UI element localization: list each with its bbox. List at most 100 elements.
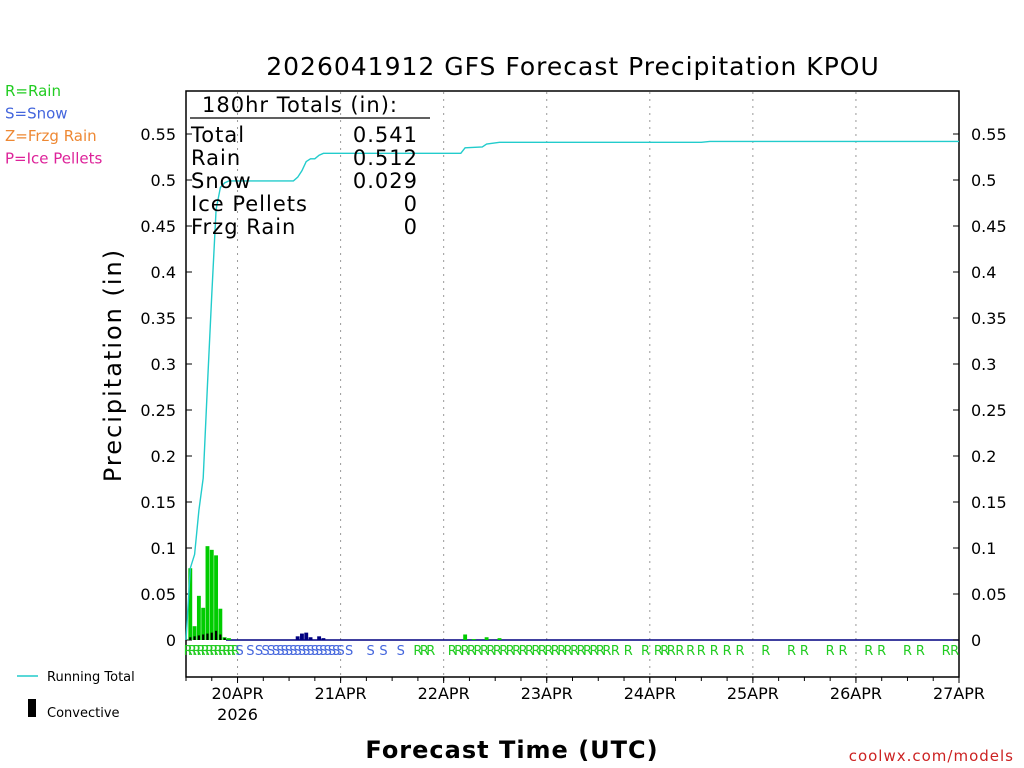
y-tick-label-right: 0 xyxy=(971,631,981,650)
x-tick-label: 26APR xyxy=(830,684,882,703)
y-tick-label-right: 0.3 xyxy=(971,355,996,374)
y-tick-label-right: 0.35 xyxy=(971,309,1007,328)
y-tick-label-left: 0.15 xyxy=(140,493,176,512)
totals-box: 180hr Totals (in): Total 0.541 Rain 0.512 Sn… xyxy=(190,93,430,239)
precip-type-marker: R xyxy=(787,644,796,659)
precip-type-legend: R=Rain S=Snow Z=Frzg Rain P=Ice Pellets xyxy=(5,82,102,168)
x-tick-label: 21APR xyxy=(315,684,367,703)
precip-type-marker: R xyxy=(903,644,912,659)
snow-bar xyxy=(300,633,304,640)
snow-bar xyxy=(304,632,309,640)
convective-bar xyxy=(197,635,200,640)
y-tick-label-left: 0.25 xyxy=(140,401,176,420)
precip-type-marker: R xyxy=(667,644,676,659)
grid-lines xyxy=(226,92,959,676)
precip-type-marker: R xyxy=(525,644,534,659)
precip-type-marker: R xyxy=(420,644,429,659)
rain-bar xyxy=(497,638,502,640)
precip-type-marker: R xyxy=(686,644,695,659)
rain-bar xyxy=(471,639,476,640)
precip-type-marker: R xyxy=(512,644,521,659)
convective-legend-swatch xyxy=(28,699,36,717)
precip-type-marker: S xyxy=(336,644,344,659)
precip-type-marker: R xyxy=(486,644,495,659)
precip-type-marker: R xyxy=(697,644,706,659)
totals-row-label: Snow xyxy=(191,169,252,193)
y-tick-label-right: 0.55 xyxy=(971,125,1007,144)
precip-type-marker: S xyxy=(285,644,293,659)
precip-type-marker: R xyxy=(570,644,579,659)
precip-type-marker: R xyxy=(461,644,470,659)
y-tick-label-right: 0.1 xyxy=(971,539,996,558)
precip-type-marker: S xyxy=(306,644,314,659)
type-legend-item: R=Rain xyxy=(5,82,61,100)
precip-type-marker: S xyxy=(294,644,302,659)
x-axis-label: Forecast Time (UTC) xyxy=(365,736,658,764)
precip-type-marker: S xyxy=(281,644,289,659)
precip-type-marker: S xyxy=(319,644,327,659)
x-axis-ticks: 20APR 2026 21APR 22APR 23APR 24APR 25APR 26APR 2… xyxy=(185,677,985,724)
precip-type-marker: S xyxy=(311,644,319,659)
precip-type-marker: R xyxy=(660,644,669,659)
y-tick-label-left: 0.05 xyxy=(140,585,176,604)
precip-type-marker: S xyxy=(315,644,323,659)
precip-type-marker: R xyxy=(426,644,435,659)
precip-type-marker: S xyxy=(246,644,254,659)
convective-bar xyxy=(202,634,205,640)
precip-type-marker: S xyxy=(298,644,306,659)
x-tick-label: 25APR xyxy=(727,684,779,703)
totals-row-label: Rain xyxy=(191,146,241,170)
running-total-line xyxy=(185,140,959,641)
precip-type-marker: R xyxy=(480,644,489,659)
y-tick-label-left: 0.2 xyxy=(151,447,176,466)
precip-type-marker: R xyxy=(557,644,566,659)
snow-bar xyxy=(321,638,326,640)
precip-type-marker: R xyxy=(506,644,515,659)
precip-type-marker: R xyxy=(214,644,223,659)
line-legend-label: Running Total xyxy=(47,670,135,685)
precip-type-marker: R xyxy=(839,644,848,659)
precip-type-marker: R xyxy=(201,644,210,659)
convective-bar xyxy=(206,633,209,640)
line-legend-label: Convective xyxy=(47,706,120,721)
precip-type-marker: S xyxy=(267,644,275,659)
rain-bar xyxy=(192,626,197,640)
precip-type-marker: R xyxy=(611,644,620,659)
y-tick-label-left: 0.35 xyxy=(140,309,176,328)
precip-type-marker: R xyxy=(192,644,201,659)
precip-type-marker: S xyxy=(289,644,297,659)
rain-bar xyxy=(209,549,214,640)
precip-type-marker: R xyxy=(864,644,873,659)
precip-type-marker: R xyxy=(710,644,719,659)
precip-type-marker: R xyxy=(800,644,809,659)
precip-type-marker: R xyxy=(209,644,218,659)
rain-bar xyxy=(196,595,201,640)
precip-type-marker: S xyxy=(332,644,340,659)
precip-type-marker: S xyxy=(272,644,280,659)
convective-bar xyxy=(214,630,218,640)
precip-type-marker: R xyxy=(538,644,547,659)
credit-text: coolwx.com/models xyxy=(849,747,1014,765)
precip-type-marker: R xyxy=(577,644,586,659)
precip-type-marker: R xyxy=(493,644,502,659)
precip-type-marker: R xyxy=(826,644,835,659)
totals-header: 180hr Totals (in): xyxy=(202,93,398,117)
x-tick-label: 24APR xyxy=(624,684,676,703)
x-tick-label: 22APR xyxy=(418,684,470,703)
rain-bar xyxy=(201,607,206,640)
precip-type-marker: R xyxy=(184,644,193,659)
precip-type-marker: R xyxy=(916,644,925,659)
precip-type-marker: R xyxy=(544,644,553,659)
convective-bar xyxy=(189,637,192,640)
y-tick-label-left: 0.4 xyxy=(151,263,176,282)
precip-type-marker: R xyxy=(942,644,951,659)
y-tick-label-right: 0.45 xyxy=(971,217,1007,236)
totals-row-value: 0.541 xyxy=(353,123,418,147)
snow-bar xyxy=(308,637,313,640)
convective-bar xyxy=(193,636,196,640)
rain-bar xyxy=(205,546,210,640)
y-axis-label: Precipitation (in) xyxy=(99,248,127,482)
rain-bar xyxy=(218,608,223,640)
y-tick-label-left: 0.1 xyxy=(151,539,176,558)
